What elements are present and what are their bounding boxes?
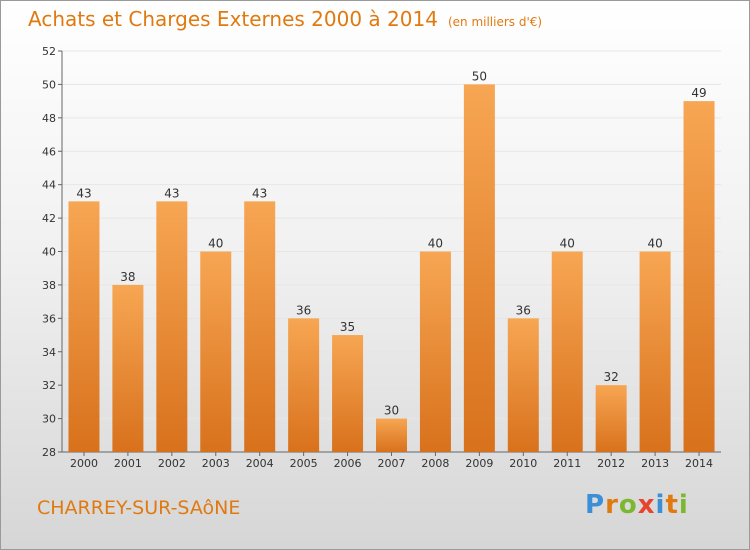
logo-letter: t: [665, 490, 679, 520]
y-tick-label: 48: [42, 112, 56, 125]
bar-2005: [288, 318, 320, 452]
bar-2001: [112, 284, 144, 452]
bar-value-label: 35: [340, 320, 355, 334]
x-tick-label: 2003: [202, 457, 230, 470]
x-tick-label: 2008: [421, 457, 449, 470]
bar-value-label: 32: [604, 370, 619, 384]
y-tick-label: 46: [42, 145, 56, 158]
bar-value-label: 40: [647, 237, 662, 251]
chart-title: Achats et Charges Externes 2000 à 2014 (e…: [28, 7, 542, 31]
y-tick-label: 30: [42, 413, 56, 426]
x-tick-label: 2014: [685, 457, 713, 470]
y-tick-label: 38: [42, 279, 56, 292]
x-tick-label: 2009: [465, 457, 493, 470]
bar-value-label: 36: [296, 303, 311, 317]
x-tick-label: 2002: [158, 457, 186, 470]
y-tick-label: 42: [42, 212, 56, 225]
y-tick-label: 50: [42, 78, 56, 91]
x-tick-label: 2007: [378, 457, 406, 470]
labels: 28 30 32 34 36 38 40 42 44 46 48 50 52 43 2000 38 2001 43…: [42, 45, 713, 470]
logo-letter: i: [678, 490, 689, 520]
bar-2002: [156, 201, 188, 452]
x-tick-label: 2006: [334, 457, 362, 470]
bar-value-label: 50: [472, 69, 487, 83]
chart-title-text: Achats et Charges Externes 2000 à 2014: [28, 7, 438, 31]
bars: [68, 84, 715, 453]
y-tick-label: 52: [42, 45, 56, 58]
logo-letter: x: [637, 490, 656, 520]
x-tick-label: 2013: [641, 457, 669, 470]
y-tick-label: 32: [42, 379, 56, 392]
y-tick-label: 44: [42, 179, 56, 192]
logo-letter: o: [618, 490, 638, 520]
x-tick-label: 2005: [290, 457, 318, 470]
bar-2006: [332, 335, 364, 452]
y-tick-label: 28: [42, 446, 56, 459]
bar-value-label: 36: [516, 303, 531, 317]
logo-letter: r: [605, 490, 619, 520]
bar-2010: [507, 318, 539, 452]
x-tick-label: 2011: [553, 457, 581, 470]
x-tick-label: 2004: [246, 457, 274, 470]
x-tick-label: 2012: [597, 457, 625, 470]
bar-2014: [683, 101, 715, 452]
y-tick-label: 40: [42, 246, 56, 259]
bar-2012: [595, 385, 627, 452]
bar-value-label: 38: [120, 270, 135, 284]
x-tick-label: 2001: [114, 457, 142, 470]
bar-value-label: 43: [252, 186, 267, 200]
logo-letter: i: [655, 490, 666, 520]
bar-value-label: 43: [76, 186, 91, 200]
bar-value-label: 43: [164, 186, 179, 200]
bar-2003: [200, 251, 232, 452]
y-tick-label: 36: [42, 312, 56, 325]
bar-2007: [376, 418, 407, 452]
bar-value-label: 49: [691, 86, 706, 100]
bar-2000: [68, 201, 100, 452]
bar-2004: [244, 201, 276, 452]
y-tick-label: 34: [42, 346, 56, 359]
logo-letter: P: [585, 490, 606, 520]
bar-value-label: 40: [208, 237, 223, 251]
bar-2011: [551, 251, 583, 452]
chart-unit: (en milliers d'€): [447, 15, 543, 29]
commune-name: CHARREY-SUR-SAôNE: [37, 497, 241, 519]
bar-value-label: 30: [384, 404, 399, 418]
bar-value-label: 40: [560, 237, 575, 251]
bar-2008: [419, 251, 451, 452]
proxiti-logo: Proxiti: [585, 490, 689, 520]
bar-value-label: 40: [428, 237, 443, 251]
x-tick-label: 2000: [70, 457, 98, 470]
x-tick-label: 2010: [509, 457, 537, 470]
bar-2009: [463, 84, 495, 453]
bar-2013: [639, 251, 671, 452]
